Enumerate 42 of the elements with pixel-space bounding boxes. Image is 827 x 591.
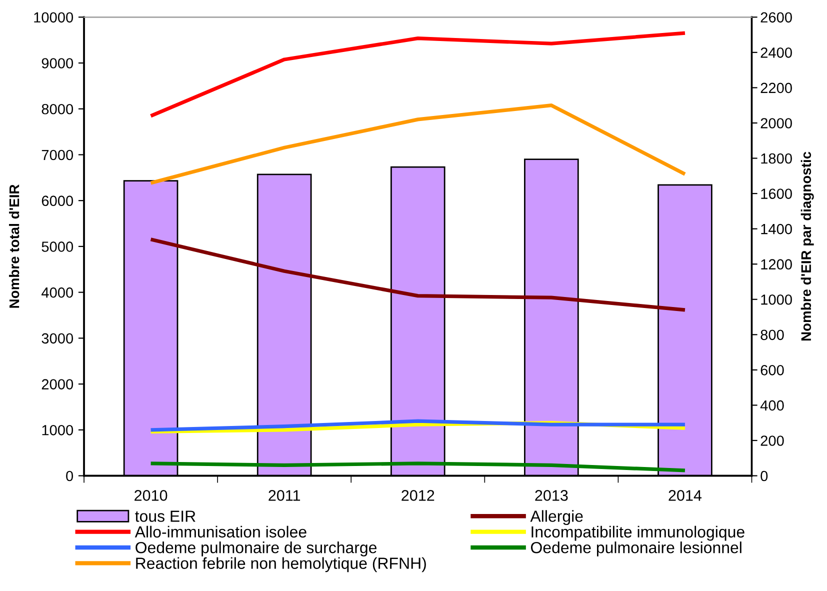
y-axis-title: Nombre total d'EIR — [9, 184, 20, 308]
legend-label: Oedeme pulmonaire de surcharge — [136, 542, 377, 556]
y-tick-label: 5000 — [42, 242, 74, 252]
x-tick-label: 2013 — [535, 490, 568, 501]
y2-tick-label: 2200 — [760, 82, 792, 94]
legend-label: Oedeme pulmonaire lesionnel — [530, 542, 742, 556]
y-tick-label: 4000 — [42, 287, 74, 298]
y2-tick-label: 1800 — [761, 153, 792, 164]
x-tick-label: 2010 — [134, 490, 168, 501]
x-tick-label: 2012 — [402, 490, 434, 501]
y-tick-label: 7000 — [42, 150, 74, 160]
y-tick-label: 3000 — [42, 333, 74, 344]
y-tick-label: 8000 — [42, 104, 74, 114]
y-tick-label: 10000 — [34, 12, 74, 23]
legend-label: Allo-immunisation isolee — [134, 526, 306, 538]
y2-tick-label: 200 — [760, 436, 784, 446]
line-series — [148, 31, 687, 118]
y-tick-label: 0 — [66, 470, 74, 482]
x-tick-label: 2011 — [268, 490, 300, 501]
y2-tick-label: 800 — [760, 330, 784, 340]
y-tick-label: 1000 — [42, 424, 74, 436]
y-tick-label: 2000 — [42, 379, 74, 390]
x-tick-label: 2014 — [668, 490, 702, 501]
y2-tick-label: 1200 — [761, 259, 792, 270]
y2-axis-title: Nombre d'EIR par diagnostic — [800, 152, 814, 341]
y2-tick-label: 0 — [760, 470, 768, 482]
y-tick-label: 6000 — [42, 196, 74, 206]
legend-label: Incompatibilite immunologique — [532, 526, 744, 541]
y2-tick-label: 1600 — [761, 188, 792, 199]
legend-label: tous EIR — [135, 510, 196, 522]
legend-label: Allergie — [530, 510, 583, 526]
line-series — [148, 104, 687, 185]
y2-tick-label: 1400 — [761, 224, 792, 234]
legend-label: Reaction febrile non hemolytique (RFNH) — [136, 557, 426, 572]
y2-tick-label: 2600 — [760, 12, 792, 23]
y-tick-label: 9000 — [42, 58, 74, 68]
y2-tick-label: 2000 — [760, 118, 792, 128]
line-series — [148, 238, 687, 312]
y2-tick-label: 400 — [760, 400, 784, 411]
y2-tick-label: 2400 — [760, 48, 792, 58]
y2-tick-label: 1000 — [761, 294, 792, 305]
y2-tick-label: 600 — [760, 365, 784, 376]
